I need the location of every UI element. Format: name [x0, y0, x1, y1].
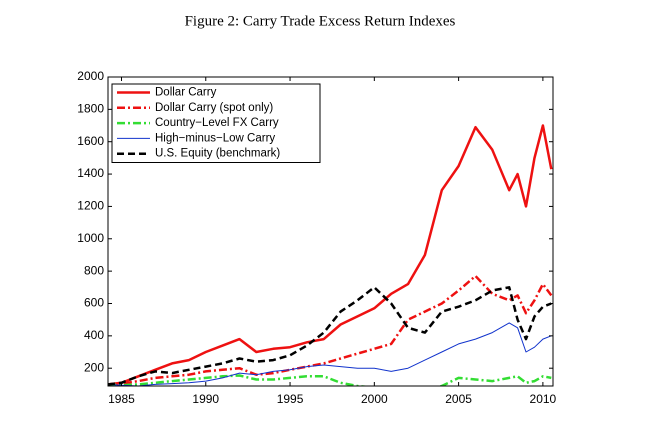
plot-lines — [108, 124, 553, 386]
y-tick-label: 1800 — [77, 102, 104, 116]
legend-label: Country−Level FX Carry — [155, 117, 279, 129]
y-tick-label: 1600 — [77, 134, 104, 148]
y-tick-label: 800 — [84, 263, 104, 277]
y-tick-label: 1200 — [77, 199, 104, 213]
x-tick-label: 2010 — [530, 392, 557, 406]
y-tick-label: 400 — [84, 328, 104, 342]
series-line — [108, 374, 552, 386]
x-tick-label: 1990 — [192, 392, 219, 406]
y-tick-label: 1400 — [77, 166, 104, 180]
legend-label: High−minus−Low Carry — [155, 132, 275, 144]
x-tick-label: 2000 — [361, 392, 388, 406]
series-line — [108, 124, 553, 386]
y-tick-label: 1000 — [77, 231, 104, 245]
x-tick-label: 1995 — [277, 392, 304, 406]
legend-label: U.S. Equity (benchmark) — [155, 148, 280, 160]
series-line — [108, 286, 552, 386]
legend-box — [111, 83, 321, 163]
series-line — [108, 322, 552, 386]
plot-frame — [107, 76, 554, 387]
y-tick-label: 2000 — [77, 69, 104, 83]
series-line — [108, 274, 553, 386]
y-tick-label: 200 — [84, 360, 104, 374]
chart-title: Figure 2: Carry Trade Excess Return Inde… — [185, 13, 456, 29]
legend-label: Dollar Carry — [155, 87, 217, 99]
x-tick-label: 2005 — [445, 392, 472, 406]
x-tick-label: 1985 — [108, 392, 135, 406]
y-tick-label: 600 — [84, 296, 104, 310]
legend-label: Dollar Carry (spot only) — [155, 102, 273, 114]
